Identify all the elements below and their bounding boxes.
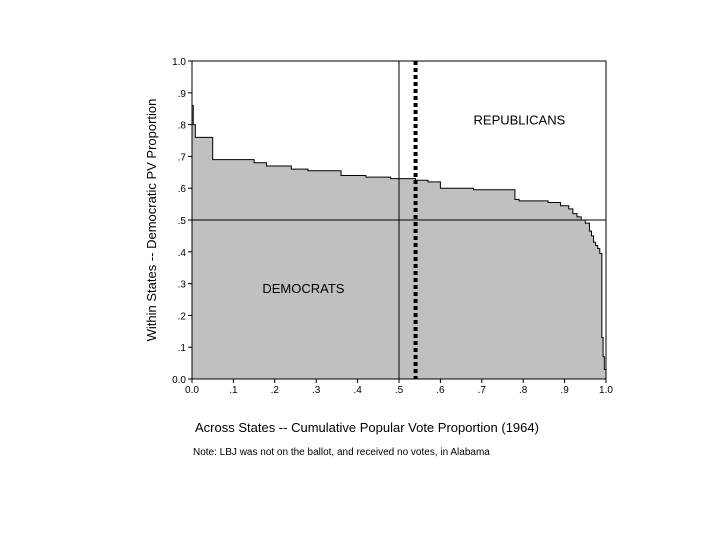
x-tick-label: .4: [353, 385, 362, 396]
x-tick-label: 0.0: [185, 385, 199, 396]
x-tick-label: .1: [229, 385, 238, 396]
x-tick-label: .5: [395, 385, 404, 396]
x-tick-label: .6: [436, 385, 445, 396]
y-tick-label: .2: [178, 311, 187, 322]
region-label-democrats: DEMOCRATS: [262, 281, 344, 296]
y-tick-label: .3: [178, 280, 187, 291]
footnote: Note: LBJ was not on the ballot, and rec…: [193, 447, 490, 458]
y-tick-label: 0.0: [172, 375, 186, 386]
y-tick-label: .4: [178, 248, 187, 259]
y-tick-label: .7: [178, 152, 187, 163]
reference-lines: [192, 61, 606, 379]
y-tick-label: 1.0: [172, 57, 186, 68]
y-tick-label: .9: [178, 89, 187, 100]
x-axis-title: Across States -- Cumulative Popular Vote…: [195, 420, 539, 435]
y-axis-title: Within States -- Democratic PV Proportio…: [144, 99, 159, 342]
x-tick-label: .9: [560, 385, 569, 396]
x-tick-label: .8: [519, 385, 528, 396]
y-tick-label: .5: [178, 216, 187, 227]
x-tick-label: 1.0: [599, 385, 613, 396]
region-label-republicans: REPUBLICANS: [474, 113, 566, 128]
y-axis-ticks: 0.0 .1 .2 .3 .4 .5 .6 .7 .8 .9 1.0: [172, 57, 192, 386]
y-tick-label: .8: [178, 121, 187, 132]
y-tick-label: .1: [178, 343, 187, 354]
y-tick-label: .6: [178, 184, 187, 195]
x-axis-ticks: 0.0 .1 .2 .3 .4 .5 .6 .7 .8 .9 1.0: [185, 379, 613, 396]
x-tick-label: .2: [271, 385, 280, 396]
x-tick-label: .3: [312, 385, 321, 396]
x-tick-label: .7: [478, 385, 487, 396]
